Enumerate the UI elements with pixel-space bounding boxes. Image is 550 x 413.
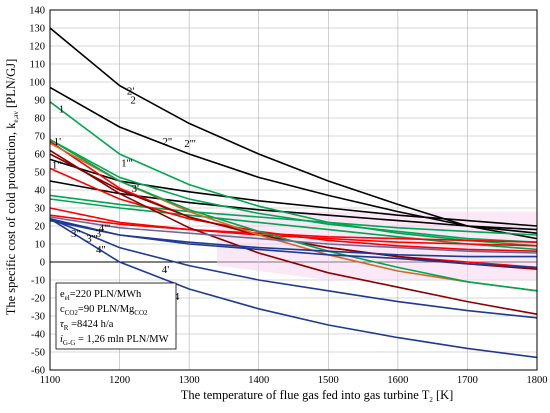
series-line-9	[49, 167, 538, 252]
parameter-box: eel=220 PLN/MWh cCO2=90 PLN/MgCO2 τR =84…	[55, 282, 177, 350]
curve-label-15: 4'''	[99, 222, 110, 234]
param-el: eel=220 PLN/MWh	[60, 289, 142, 302]
curve-label-7: 2'''	[184, 138, 195, 150]
series-line-1	[49, 86, 538, 234]
y-tick-label-2: 120	[29, 42, 45, 53]
curve-label-3: 1'''	[121, 158, 132, 170]
y-axis-title: The specific cost of cold production, ke…	[4, 59, 20, 316]
x-tick-label-0: 1100	[40, 375, 61, 386]
curve-label-8: 3	[96, 228, 102, 240]
curve-label-6: 2''	[162, 136, 171, 148]
curve-label-5: 2'	[127, 86, 135, 98]
series-line-5	[49, 138, 538, 243]
curve-label-10: 3''	[71, 228, 80, 240]
curve-label-0: 1	[59, 104, 65, 116]
series-group	[49, 27, 538, 359]
curve-label-12: 4	[174, 291, 180, 303]
series-line-7	[49, 198, 538, 251]
y-tick-label-5: 90	[35, 96, 46, 107]
y-tick-label-17: -30	[31, 312, 45, 323]
y-tick-label-7: 70	[35, 132, 46, 143]
series-line-10	[49, 207, 538, 247]
param-invest: iG-G = 1,26 mln PLN/MW	[60, 334, 169, 347]
y-tick-label-9: 50	[35, 168, 46, 179]
y-tick-label-12: 20	[35, 222, 46, 233]
series-line-19	[49, 218, 538, 269]
series-line-17	[49, 218, 538, 319]
y-tick-label-15: -10	[31, 276, 45, 287]
y-tick-label-19: -50	[31, 348, 45, 359]
axes	[49, 9, 538, 371]
x-tick-label-5: 1600	[387, 375, 408, 386]
y-tick-label-16: -20	[31, 294, 45, 305]
y-tick-label-8: 60	[35, 150, 46, 161]
y-tick-label-10: 40	[35, 186, 46, 197]
y-tick-label-13: 10	[35, 240, 46, 251]
x-tick-label-3: 1400	[248, 375, 269, 386]
series-line-2	[49, 158, 538, 227]
curve-labels: 1 1' 1'' 1''' 22' 2'' 2''' 3 3' 3'' 3''' 4 4' 4'' 4'''	[52, 86, 196, 303]
curve-label-4: 2	[130, 95, 136, 107]
param-co2: cCO2=90 PLN/MgCO2	[60, 304, 148, 317]
x-tick-label-6: 1700	[457, 375, 478, 386]
series-line-6	[49, 194, 538, 236]
curve-label-9: 3'	[132, 183, 140, 195]
y-tick-label-1: 130	[29, 24, 45, 35]
curve-label-11: 3'''	[86, 233, 97, 245]
curve-label-13: 4'	[162, 264, 170, 276]
x-tick-label-7: 1800	[527, 375, 548, 386]
curve-label-14: 4''	[96, 244, 105, 256]
y-tick-label-14: 0	[40, 258, 45, 269]
x-tick-label-2: 1300	[179, 375, 200, 386]
tick-labels: 1401301201101009080706050403020100-10-20…	[29, 6, 547, 387]
x-tick-label-1: 1200	[109, 375, 130, 386]
series-line-0	[49, 27, 538, 240]
series-line-4	[49, 101, 538, 247]
x-tick-label-4: 1500	[318, 375, 339, 386]
plot-frame	[49, 9, 538, 371]
curve-label-2: 1''	[52, 159, 61, 171]
y-tick-label-0: 140	[29, 6, 45, 17]
y-tick-label-18: -40	[31, 330, 45, 341]
x-axis-title: The temperature of flue gas fed into gas…	[181, 388, 454, 404]
y-tick-label-4: 100	[29, 78, 45, 89]
param-tau: τR =8424 h/a	[60, 319, 114, 332]
curve-label-1: 1'	[54, 136, 62, 148]
y-tick-label-11: 30	[35, 204, 46, 215]
y-tick-label-20: -60	[31, 366, 45, 377]
series-line-16	[49, 218, 538, 359]
series-line-12	[49, 149, 538, 315]
series-line-11	[49, 214, 538, 243]
parameter-box-frame	[55, 282, 177, 350]
series-line-20	[49, 216, 538, 254]
y-tick-label-6: 80	[35, 114, 46, 125]
y-tick-label-3: 110	[30, 60, 45, 71]
